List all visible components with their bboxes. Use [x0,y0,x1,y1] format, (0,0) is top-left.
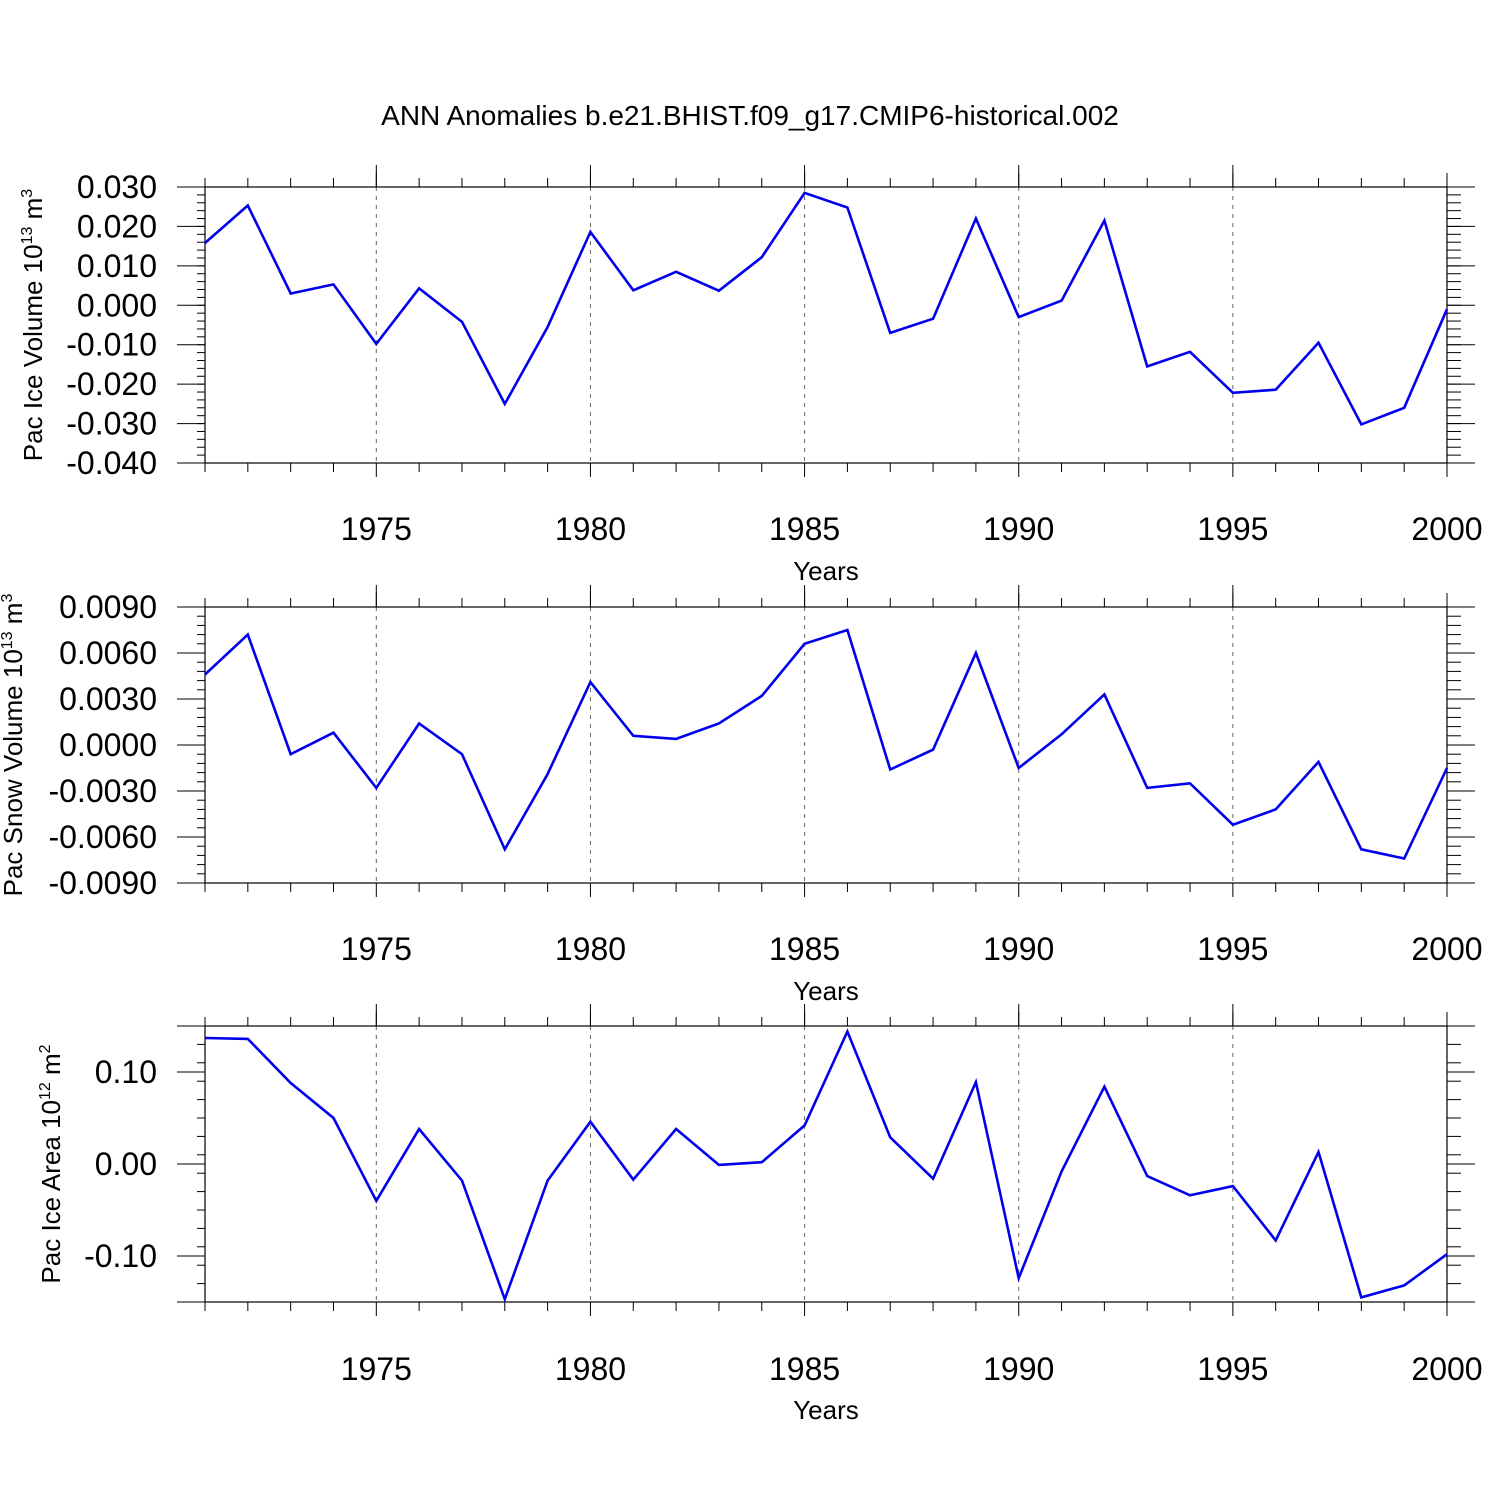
x-tick-label: 1985 [769,1351,840,1387]
y-tick-label: -0.030 [66,406,157,442]
x-axis-title: Years [793,976,859,1006]
y-tick-label: 0.00 [95,1146,157,1182]
y-tick-label: 0.0060 [59,635,157,671]
y-tick-label: -0.0030 [48,773,157,809]
x-tick-label: 1995 [1197,1351,1268,1387]
y-tick-label: -0.10 [84,1238,157,1274]
panel-1: 1975 1980 1985 1990 1995 2000 Years -0.040-0.03… [18,165,1483,586]
chart-panels: 1975 1980 1985 1990 1995 2000 Years -0.040-0.03… [0,165,1483,1425]
x-tick-label: 1975 [341,1351,412,1387]
y-tick-label: 0.10 [95,1054,157,1090]
y-tick-label: 0.010 [77,248,157,284]
x-tick-label: 2000 [1411,511,1482,547]
plot-frame [204,1025,1448,1303]
y-tick-label: -0.010 [66,327,157,363]
y-axis-title: Pac Snow Volume 1013 m3 [0,594,28,897]
x-tick-label: 1985 [769,511,840,547]
x-tick-label: 1980 [555,1351,626,1387]
y-tick-label: -0.0060 [48,819,157,855]
x-tick-label: 1980 [555,511,626,547]
series-line [204,1028,1448,1304]
x-axis-title: Years [793,1395,859,1425]
y-tick-label: -0.0090 [48,865,157,901]
y-tick-label: 0.020 [77,208,157,244]
series-line [204,191,1449,427]
x-tick-label: 1975 [341,931,412,967]
panel-2: 1975 1980 1985 1990 1995 2000 Years -0.0090 -0.0… [0,585,1483,1006]
x-tick-label: 1975 [341,511,412,547]
x-tick-label: 1990 [983,931,1054,967]
x-tick-label: 2000 [1411,1351,1482,1387]
y-axis-title: Pac Ice Volume 1013 m3 [18,189,48,462]
x-tick-label: 1990 [983,511,1054,547]
x-axis-title: Years [793,556,859,586]
x-tick-label: 2000 [1411,931,1482,967]
y-tick-label: -0.020 [66,366,157,402]
y-tick-label: 0.030 [77,169,157,205]
y-axis-title: Pac Ice Area 1012 m2 [36,1044,66,1283]
x-tick-label: 1995 [1197,511,1268,547]
y-tick-label: 0.0030 [59,681,157,717]
series-line [204,628,1449,860]
panel-3: 1975 1980 1985 1990 1995 2000 Years -0.10 0.00 0.… [36,1004,1483,1425]
plot-frame [204,186,1448,464]
y-tick-label: 0.0090 [59,589,157,625]
y-tick-label: 0.0000 [59,727,157,763]
y-tick-label: 0.000 [77,287,157,323]
x-tick-label: 1985 [769,931,840,967]
y-tick-label: -0.040 [66,445,157,481]
x-tick-label: 1995 [1197,931,1268,967]
plot-frame [204,606,1448,884]
figure-title: ANN Anomalies b.e21.BHIST.f09_g17.CMIP6-… [381,100,1119,131]
x-tick-label: 1980 [555,931,626,967]
x-tick-label: 1990 [983,1351,1054,1387]
